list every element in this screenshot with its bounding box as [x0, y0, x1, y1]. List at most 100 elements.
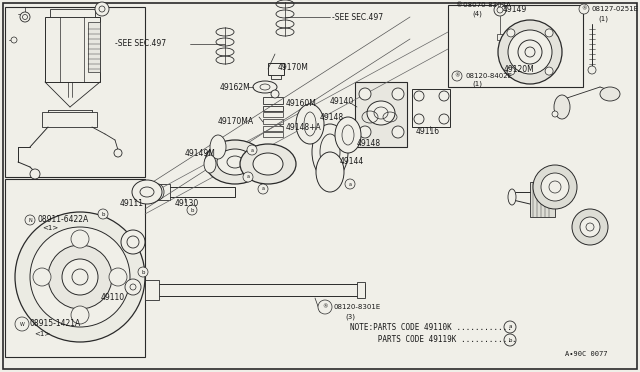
Circle shape	[15, 212, 145, 342]
Ellipse shape	[140, 187, 154, 197]
Circle shape	[508, 30, 552, 74]
Circle shape	[247, 145, 257, 155]
Circle shape	[62, 259, 98, 295]
Text: NOTE:PARTS CODE 49110K ............: NOTE:PARTS CODE 49110K ............	[350, 323, 512, 331]
Text: a: a	[508, 324, 512, 330]
Ellipse shape	[367, 101, 395, 125]
Text: a: a	[262, 186, 264, 192]
Ellipse shape	[304, 112, 316, 136]
Circle shape	[414, 114, 424, 124]
Bar	[412, 89, 450, 127]
Circle shape	[345, 179, 355, 189]
Text: 49148: 49148	[320, 112, 344, 122]
Text: a: a	[349, 182, 351, 186]
Bar	[42, 112, 97, 127]
Circle shape	[572, 209, 608, 245]
Circle shape	[359, 126, 371, 138]
Circle shape	[258, 184, 268, 194]
Text: b: b	[141, 269, 145, 275]
Ellipse shape	[132, 180, 162, 204]
Ellipse shape	[508, 189, 516, 205]
Ellipse shape	[600, 87, 620, 101]
Text: ®08070-8302A: ®08070-8302A	[456, 2, 511, 8]
Circle shape	[579, 4, 589, 14]
Text: 49148+A: 49148+A	[286, 122, 322, 131]
Circle shape	[25, 215, 35, 225]
Text: 49144: 49144	[340, 157, 364, 167]
Circle shape	[504, 321, 516, 333]
Polygon shape	[515, 127, 635, 284]
Text: ®: ®	[581, 6, 587, 12]
Text: W: W	[20, 321, 24, 327]
Circle shape	[507, 67, 515, 75]
Text: 49116: 49116	[416, 128, 440, 137]
Circle shape	[541, 173, 569, 201]
Circle shape	[525, 47, 535, 57]
Bar	[45, 17, 100, 82]
Circle shape	[187, 205, 197, 215]
Bar	[145, 284, 365, 296]
Circle shape	[392, 126, 404, 138]
Text: 49148: 49148	[357, 140, 381, 148]
Text: 49149: 49149	[503, 6, 527, 15]
Ellipse shape	[217, 149, 253, 175]
Bar	[145, 280, 159, 300]
Text: 49162M: 49162M	[220, 83, 251, 92]
Text: -SEE SEC.497: -SEE SEC.497	[332, 13, 383, 22]
Text: (1): (1)	[472, 81, 482, 87]
Circle shape	[545, 67, 553, 75]
Circle shape	[30, 227, 130, 327]
Circle shape	[498, 20, 562, 84]
Bar	[263, 126, 283, 131]
Text: 49149M: 49149M	[185, 150, 216, 158]
Ellipse shape	[210, 135, 226, 159]
Text: 49160M: 49160M	[286, 99, 317, 109]
Ellipse shape	[320, 134, 340, 170]
Circle shape	[71, 306, 89, 324]
Ellipse shape	[240, 144, 296, 184]
Circle shape	[533, 165, 577, 209]
Ellipse shape	[312, 124, 348, 180]
Bar	[263, 106, 283, 111]
Circle shape	[71, 230, 89, 248]
Text: b: b	[101, 212, 105, 217]
Circle shape	[518, 40, 542, 64]
Ellipse shape	[554, 95, 570, 119]
Text: (4): (4)	[472, 11, 482, 17]
Circle shape	[549, 181, 561, 193]
Circle shape	[359, 88, 371, 100]
Text: 49130: 49130	[175, 199, 199, 208]
Circle shape	[243, 172, 253, 182]
Circle shape	[392, 88, 404, 100]
Bar	[155, 187, 235, 197]
Circle shape	[452, 71, 462, 81]
Circle shape	[414, 91, 424, 101]
Circle shape	[114, 149, 122, 157]
Text: b: b	[508, 337, 512, 343]
Bar	[263, 132, 283, 137]
Circle shape	[15, 317, 29, 331]
Circle shape	[138, 267, 148, 277]
Circle shape	[271, 90, 279, 98]
Bar	[530, 182, 555, 217]
Bar	[271, 75, 281, 79]
Circle shape	[439, 114, 449, 124]
Bar	[88, 22, 100, 72]
Text: 08915-1421A: 08915-1421A	[30, 320, 81, 328]
Circle shape	[48, 245, 112, 309]
Text: b: b	[190, 208, 194, 212]
Bar	[357, 282, 365, 298]
Text: PARTS CODE 49119K ............: PARTS CODE 49119K ............	[350, 336, 516, 344]
Ellipse shape	[204, 155, 216, 173]
Text: (1): (1)	[598, 16, 608, 22]
Text: N: N	[28, 218, 32, 222]
Ellipse shape	[374, 107, 388, 119]
Text: 08127-0251E: 08127-0251E	[591, 6, 638, 12]
Text: 49120M: 49120M	[504, 65, 535, 74]
Circle shape	[545, 29, 553, 37]
Text: 08120-8301E: 08120-8301E	[333, 304, 380, 310]
Text: 49140: 49140	[330, 97, 355, 106]
Ellipse shape	[152, 184, 164, 200]
Circle shape	[72, 269, 88, 285]
Ellipse shape	[342, 125, 354, 145]
